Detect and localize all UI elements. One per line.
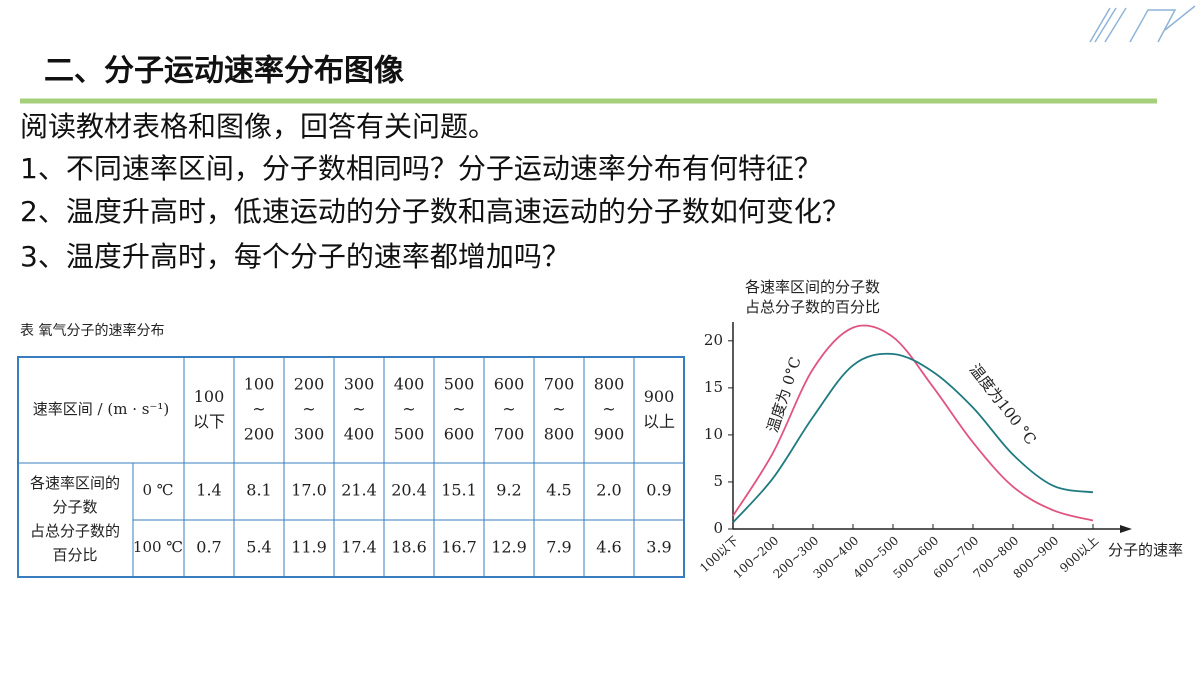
- table-value: 5.4: [246, 538, 271, 557]
- range-header: 400: [344, 425, 375, 444]
- range-header: 100: [194, 387, 225, 406]
- range-header: 600: [444, 425, 475, 444]
- range-header: ~: [352, 400, 365, 419]
- y-axis-label: 各速率区间的分子数: [745, 278, 880, 296]
- table-border: [17, 356, 685, 578]
- y-tick-label: 20: [704, 331, 723, 349]
- question: 阅读教材表格和图像，回答有关问题。: [20, 110, 496, 143]
- range-header: 900: [594, 425, 625, 444]
- range-header: 300: [294, 425, 325, 444]
- question: 2、温度升高时，低速运动的分子数和高速运动的分子数如何变化？: [20, 195, 850, 228]
- question: 1、不同速率区间，分子数相同吗？分子运动速率分布有何特征？: [20, 152, 822, 185]
- table-value: 7.9: [546, 538, 571, 557]
- y-tick-label: 0: [713, 519, 723, 537]
- table-value: 11.9: [291, 538, 327, 557]
- range-header: 以上: [643, 412, 675, 431]
- range-header: ~: [502, 400, 515, 419]
- range-header: 800: [594, 375, 625, 394]
- table-caption: 表 氧气分子的速率分布: [20, 322, 164, 339]
- row-label: 分子数: [52, 498, 97, 516]
- range-header: ~: [252, 400, 265, 419]
- row-label: 百分比: [52, 546, 97, 564]
- table-value: 20.4: [391, 481, 427, 500]
- series-line: [732, 324, 1094, 522]
- logo: [1089, 5, 1196, 43]
- range-header: ~: [552, 400, 565, 419]
- table-value: 3.9: [646, 538, 671, 557]
- temp-label: 0 ℃: [142, 481, 173, 499]
- range-header: 200: [244, 425, 275, 444]
- table-value: 16.7: [441, 538, 477, 557]
- range-header: ~: [402, 400, 415, 419]
- range-header: 900: [644, 387, 675, 406]
- range-header: 200: [294, 375, 325, 394]
- range-header: 300: [344, 375, 375, 394]
- range-header: 100: [244, 375, 275, 394]
- range-header: 500: [394, 425, 425, 444]
- range-header: 600: [494, 375, 525, 394]
- table-value: 4.5: [546, 481, 571, 500]
- chart-bg: [688, 268, 1198, 598]
- x-axis-label: 分子的速率: [1108, 541, 1183, 559]
- table-value: 2.0: [596, 481, 621, 500]
- y-axis-label: 占总分子数的百分比: [745, 298, 880, 316]
- y-tick-label: 10: [704, 425, 723, 443]
- row-label: 占总分子数的: [30, 522, 120, 540]
- series-line: [732, 352, 1094, 524]
- table-value: 1.4: [196, 481, 221, 500]
- table-value: 4.6: [596, 538, 621, 557]
- row-label: 各速率区间的: [30, 474, 120, 492]
- table-value: 17.4: [341, 538, 377, 557]
- table-value: 21.4: [341, 481, 377, 500]
- range-header: 700: [494, 425, 525, 444]
- range-header: 800: [544, 425, 575, 444]
- table-value: 0.9: [646, 481, 671, 500]
- table-value: 15.1: [441, 481, 477, 500]
- range-header: ~: [302, 400, 315, 419]
- question: 3、温度升高时，每个分子的速率都增加吗？: [20, 240, 570, 273]
- slide-title: 二、分子运动速率分布图像: [44, 54, 404, 89]
- range-header: 700: [544, 375, 575, 394]
- y-tick-label: 5: [713, 472, 723, 490]
- range-header: ~: [452, 400, 465, 419]
- table-value: 8.1: [246, 481, 271, 500]
- table-value: 12.9: [491, 538, 527, 557]
- table-value: 9.2: [496, 481, 521, 500]
- table-value: 0.7: [196, 538, 221, 557]
- table-value: 18.6: [391, 538, 427, 557]
- y-tick-label: 15: [704, 378, 723, 396]
- range-header: ~: [602, 400, 615, 419]
- range-header: 500: [444, 375, 475, 394]
- temp-label: 100 ℃: [133, 538, 183, 556]
- range-header: 400: [394, 375, 425, 394]
- table-header: 速率区间 / (m · s⁻¹): [33, 400, 169, 418]
- table-value: 17.0: [291, 481, 327, 500]
- x-axis-arrow: [1120, 525, 1132, 533]
- range-header: 以下: [193, 412, 225, 431]
